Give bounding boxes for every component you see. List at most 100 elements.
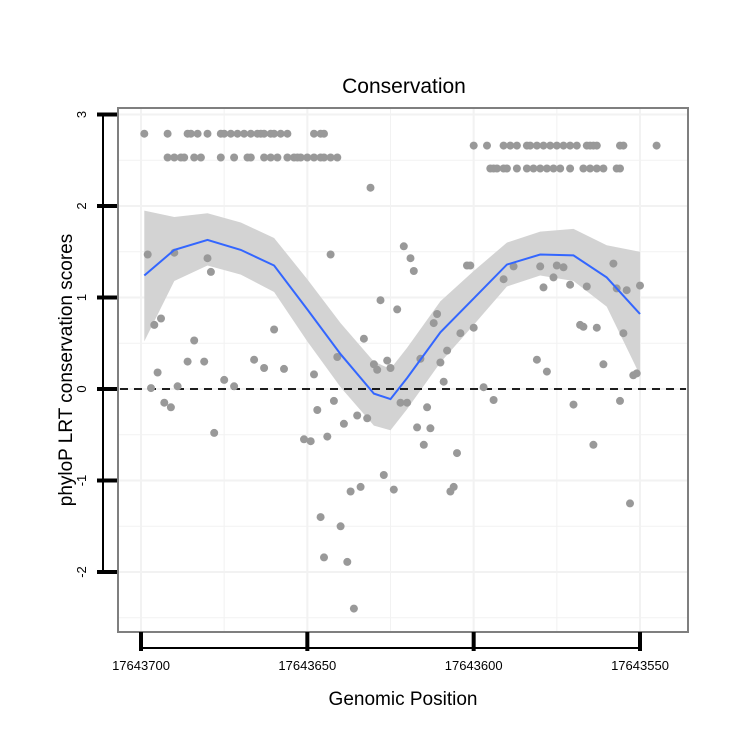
x-tick-label: 17643600 (445, 658, 503, 673)
data-point (230, 153, 239, 162)
x-tick-label: 17643550 (611, 658, 669, 673)
data-point (522, 164, 531, 173)
data-point (396, 398, 405, 407)
data-point (479, 383, 488, 392)
data-point (310, 370, 318, 379)
y-tick-label: 1 (74, 294, 89, 301)
data-point (260, 153, 269, 162)
data-point (556, 164, 565, 173)
data-point (512, 141, 521, 150)
x-tick-label: 17643650 (278, 658, 336, 673)
data-point (559, 263, 568, 272)
data-point (310, 153, 318, 162)
data-point (529, 164, 538, 173)
data-point (300, 435, 308, 444)
data-point (566, 141, 575, 150)
data-point (233, 129, 242, 138)
data-point (386, 364, 395, 372)
data-point (389, 485, 398, 494)
data-point (316, 513, 325, 522)
data-point (329, 396, 338, 405)
data-point (559, 141, 568, 150)
data-point (220, 375, 229, 384)
data-point (502, 164, 511, 173)
data-point (499, 141, 508, 150)
data-point (206, 267, 215, 276)
data-point (592, 141, 601, 150)
data-point (320, 553, 328, 562)
data-point (203, 254, 212, 263)
data-point (210, 428, 219, 437)
data-point (376, 296, 385, 305)
data-point (333, 153, 342, 162)
data-point (280, 364, 288, 373)
data-point (359, 334, 368, 343)
data-point (536, 262, 545, 271)
data-point (393, 305, 402, 314)
data-point (296, 153, 305, 162)
data-point (326, 153, 335, 162)
x-tick-label: 17643700 (112, 658, 170, 673)
data-point (512, 164, 521, 173)
data-point (632, 369, 641, 378)
data-point (183, 357, 192, 366)
data-point (579, 164, 588, 173)
data-point (363, 414, 372, 423)
data-point (226, 129, 235, 138)
data-point (493, 164, 501, 173)
data-point (373, 365, 382, 374)
data-point (426, 424, 435, 433)
data-point (339, 419, 348, 428)
data-point (406, 254, 415, 263)
data-point (170, 153, 179, 162)
data-point (599, 360, 608, 369)
data-point (566, 280, 575, 289)
data-point (336, 522, 345, 531)
data-point (546, 141, 555, 150)
data-point (579, 322, 588, 331)
data-point (566, 164, 575, 173)
data-point (506, 141, 515, 150)
data-point (270, 325, 279, 334)
y-tick-label: -2 (74, 566, 89, 578)
data-point (549, 164, 558, 173)
data-point (163, 129, 172, 138)
data-point (466, 261, 475, 270)
data-point (652, 141, 661, 150)
data-point (616, 396, 624, 405)
data-point (276, 129, 285, 138)
data-point (619, 329, 628, 338)
data-point (349, 604, 358, 613)
data-point (453, 449, 461, 458)
data-point (552, 141, 561, 150)
data-point (320, 129, 328, 138)
data-point (186, 129, 195, 138)
data-point (592, 323, 601, 332)
data-point (609, 259, 618, 268)
data-point (250, 355, 259, 364)
data-point (140, 129, 149, 138)
data-point (313, 406, 322, 414)
data-point (240, 129, 249, 138)
data-point (163, 153, 172, 162)
data-point (552, 261, 561, 270)
y-tick-label: -1 (74, 475, 89, 487)
data-point (270, 129, 279, 138)
data-point (403, 398, 412, 407)
data-point (150, 320, 159, 329)
data-point (333, 353, 342, 361)
data-point (469, 141, 478, 150)
data-point (419, 440, 428, 449)
data-point (569, 400, 578, 409)
data-point (599, 164, 608, 173)
chart-title: Conservation (342, 75, 466, 98)
data-point (439, 377, 448, 386)
data-point (310, 129, 318, 138)
data-point (166, 403, 175, 412)
y-tick-label: 2 (74, 202, 89, 209)
data-point (572, 141, 581, 150)
data-point (246, 153, 255, 162)
data-point (303, 153, 312, 162)
data-point (409, 267, 418, 275)
